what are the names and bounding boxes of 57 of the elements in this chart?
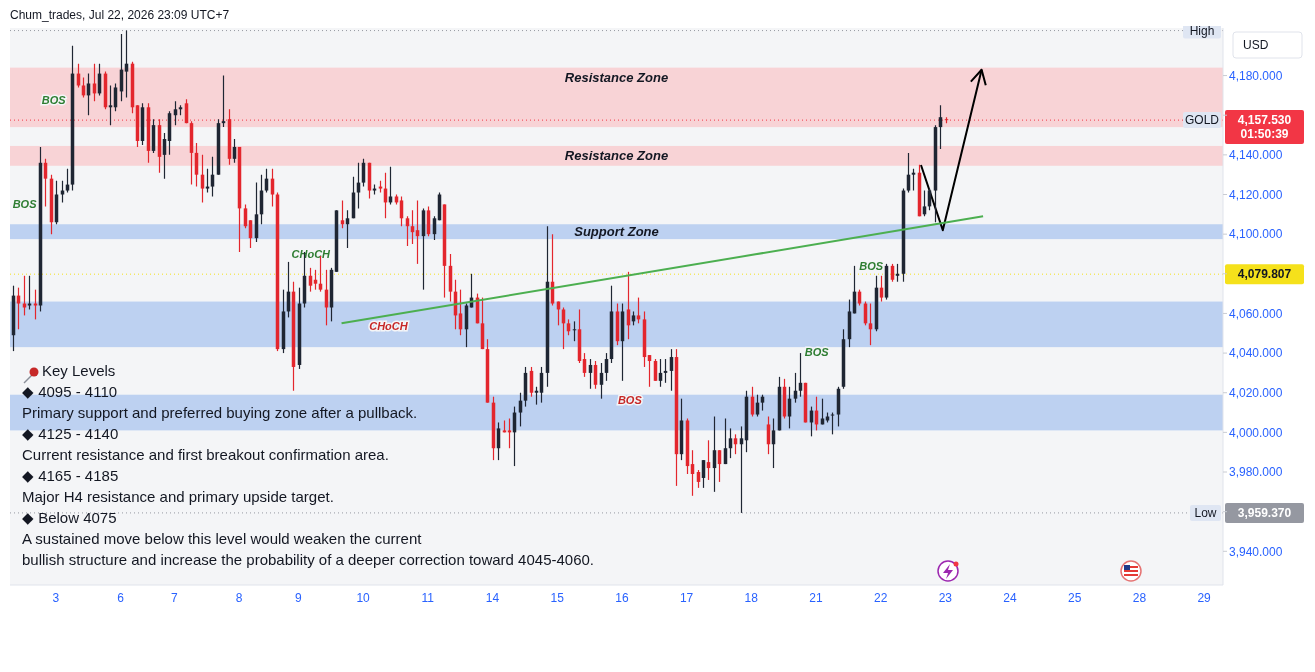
y-tick-label: 4,060.000 [1229, 306, 1283, 321]
y-tick-label: 4,120.000 [1229, 187, 1283, 202]
x-tick-label: 23 [938, 590, 953, 605]
band-label: Resistance Zone [564, 147, 669, 163]
annotation: Key Levels [42, 362, 116, 379]
annotation: ◆ 4095 - 4110 [22, 383, 118, 400]
annotation: BOS [12, 198, 38, 211]
x-tick-label: 24 [1003, 590, 1018, 605]
annotation: Current resistance and first breakout confirmation area. [22, 446, 389, 463]
annotation: BOS [41, 93, 67, 106]
x-tick-label: 25 [1068, 590, 1082, 605]
ref-line-label: 4,157.530 01:50:39 [1237, 113, 1292, 142]
annotation: BOS [617, 394, 643, 407]
x-tick-label: 9 [295, 590, 303, 605]
x-tick-label: 21 [809, 590, 823, 605]
x-tick-label: 10 [356, 590, 371, 605]
y-tick-label: 3,980.000 [1229, 465, 1283, 480]
x-tick-label: 15 [550, 590, 565, 605]
x-tick-label: 28 [1132, 590, 1147, 605]
y-tick-label: 3,940.000 [1229, 544, 1283, 559]
x-tick-label: 6 [117, 590, 125, 605]
x-tick-label: 11 [421, 590, 435, 605]
y-tick-label: 4,140.000 [1229, 148, 1283, 163]
annotation: ◆ 4125 - 4140 [22, 425, 119, 442]
annotation: A sustained move below this level would weaken the current [22, 530, 423, 547]
annotation: CHoCH [291, 248, 332, 261]
y-tick-label: 4,100.000 [1229, 227, 1283, 242]
ref-line-label: 3,959.370 [1237, 505, 1292, 520]
x-tick-label: 29 [1197, 590, 1212, 605]
annotation: ◆ Below 4075 [22, 509, 117, 526]
x-tick-label: 16 [615, 590, 629, 605]
x-tick-label: 17 [679, 590, 694, 605]
annotation: GOLD [1184, 113, 1220, 128]
x-tick-label: 18 [744, 590, 759, 605]
annotation: BOS [859, 259, 884, 272]
y-tick-label: 4,040.000 [1229, 346, 1283, 361]
annotation: High [1189, 23, 1215, 38]
x-tick-label: 22 [873, 590, 888, 605]
x-tick-label: 3 [52, 590, 60, 605]
annotation: CHoCH [369, 319, 409, 332]
chart-title: Chum_trades, Jul 22, 2026 23:09 UTC+7 [10, 8, 230, 22]
x-tick-label: 7 [171, 590, 179, 605]
x-tick-label: 14 [485, 590, 500, 605]
band-label: Support Zone [574, 223, 659, 239]
annotation: Low [1194, 505, 1217, 520]
y-tick-label: 4,180.000 [1229, 68, 1283, 83]
annotation: Primary support and preferred buying zone after a pullback. [22, 404, 418, 421]
y-axis-title: USD [1243, 38, 1269, 52]
x-tick-label: 8 [235, 590, 243, 605]
y-tick-label: 4,020.000 [1229, 385, 1283, 400]
annotation: ◆ 4165 - 4185 [22, 467, 119, 484]
annotation: bullish structure and increase the probability of a deeper correction toward 4045-4060. [22, 551, 595, 568]
annotation: Major H4 resistance and primary upside target. [22, 488, 334, 505]
band-label: Resistance Zone [564, 69, 669, 85]
ref-line-label: 4,079.807 [1237, 267, 1292, 282]
y-tick-label: 4,000.000 [1229, 425, 1283, 440]
annotation: BOS [804, 346, 830, 359]
